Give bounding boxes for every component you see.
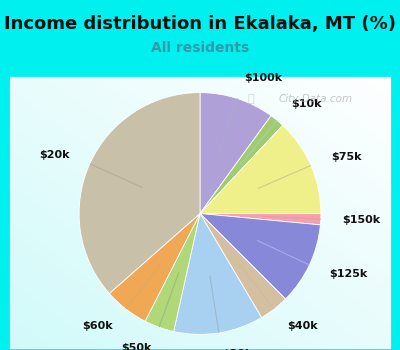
Wedge shape bbox=[109, 214, 200, 321]
Text: $100k: $100k bbox=[244, 73, 282, 83]
Wedge shape bbox=[174, 214, 262, 334]
Text: $50k: $50k bbox=[121, 343, 152, 350]
Text: Income distribution in Ekalaka, MT (%): Income distribution in Ekalaka, MT (%) bbox=[4, 15, 396, 33]
Text: Ⓞ: Ⓞ bbox=[247, 94, 254, 104]
Text: $40k: $40k bbox=[288, 321, 318, 331]
Wedge shape bbox=[200, 214, 286, 317]
Text: $125k: $125k bbox=[329, 269, 367, 279]
Text: $10k: $10k bbox=[291, 99, 322, 108]
Wedge shape bbox=[79, 93, 200, 293]
Text: $75k: $75k bbox=[331, 152, 362, 162]
Text: $150k: $150k bbox=[342, 215, 381, 225]
Text: $60k: $60k bbox=[82, 321, 112, 331]
Text: All residents: All residents bbox=[151, 41, 249, 55]
Text: $30k: $30k bbox=[222, 349, 253, 350]
Text: City-Data.com: City-Data.com bbox=[278, 94, 352, 104]
Wedge shape bbox=[200, 214, 321, 225]
Wedge shape bbox=[200, 125, 321, 214]
Wedge shape bbox=[200, 214, 320, 299]
Wedge shape bbox=[200, 93, 271, 214]
Text: $20k: $20k bbox=[40, 150, 70, 160]
Wedge shape bbox=[200, 116, 283, 214]
Wedge shape bbox=[145, 214, 200, 331]
